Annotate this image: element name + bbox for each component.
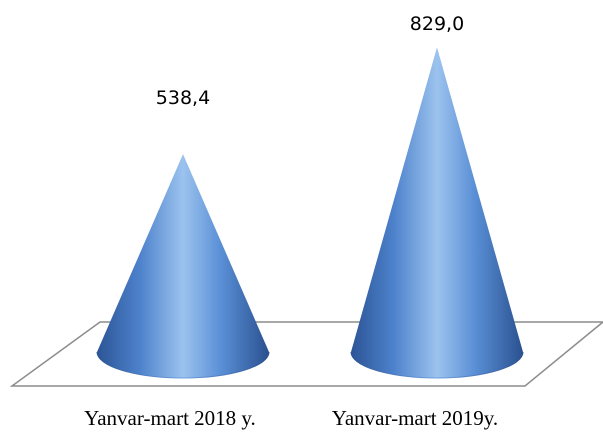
category-label-0: Yanvar-mart 2018 y.: [84, 406, 256, 430]
category-label-1: Yanvar-mart 2019y.: [332, 406, 498, 430]
cone-1: [351, 47, 523, 379]
value-label-0: 538,4: [156, 87, 210, 109]
value-label-1: 829,0: [410, 13, 464, 35]
chart-marks: [96, 47, 524, 379]
cone-base-1: [350, 351, 524, 379]
cone-base-0: [96, 351, 270, 379]
cone-0: [97, 154, 269, 378]
